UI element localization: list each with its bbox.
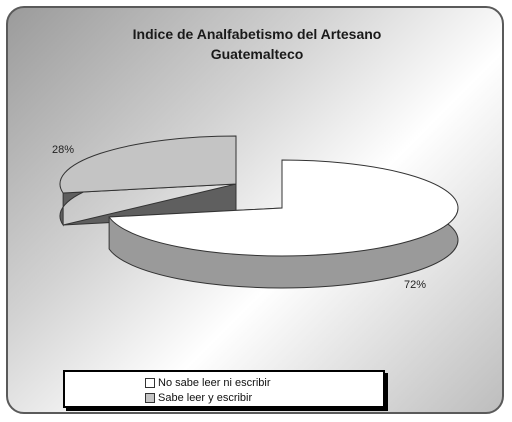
legend-swatch-no-sabe (145, 377, 155, 388)
legend-item-no-sabe: No sabe leer ni escribir (145, 375, 383, 390)
slice-no-sabe-label: 72% (404, 279, 426, 291)
legend-label-no-sabe: No sabe leer ni escribir (158, 376, 271, 389)
legend-label-sabe: Sabe leer y escribir (158, 391, 253, 404)
slice-sabe-top (59, 135, 237, 194)
slice-no-sabe-top (108, 159, 459, 257)
legend: No sabe leer ni escribir Sabe leer y esc… (63, 370, 385, 408)
chart-title-line-2: Guatemalteco (210, 46, 304, 62)
slice-sabe-label: 28% (52, 144, 74, 156)
legend-item-sabe: Sabe leer y escribir (145, 390, 383, 405)
chart-title: Indice de Analfabetismo del Artesano Gua… (8, 24, 502, 64)
legend-swatch-sabe (145, 392, 155, 403)
chart-title-line-1: Indice de Analfabetismo del Artesano (132, 26, 382, 42)
